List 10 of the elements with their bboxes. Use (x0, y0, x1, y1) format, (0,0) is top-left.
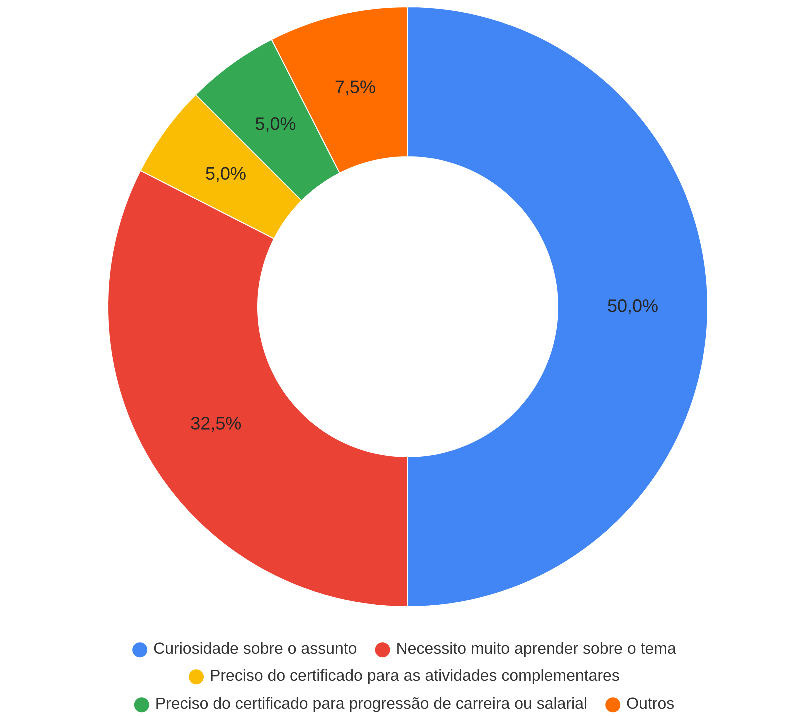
data-label: 50,0% (608, 300, 658, 314)
legend-label: Outros (627, 698, 674, 710)
legend-label: Preciso do certificado para as atividades complementares (211, 669, 620, 684)
legend-label: Necessito muito aprender sobre o tema (398, 642, 676, 658)
data-label: 32,5% (191, 417, 242, 432)
legend-label: Curiosidade sobre o assunto (154, 642, 357, 654)
legend-label: Preciso do certificado para progressão de carreira ou salarial (156, 697, 586, 712)
data-label: 7,5% (336, 80, 376, 96)
data-label: 5,0% (256, 118, 296, 132)
data-label: 5,0% (206, 167, 246, 182)
